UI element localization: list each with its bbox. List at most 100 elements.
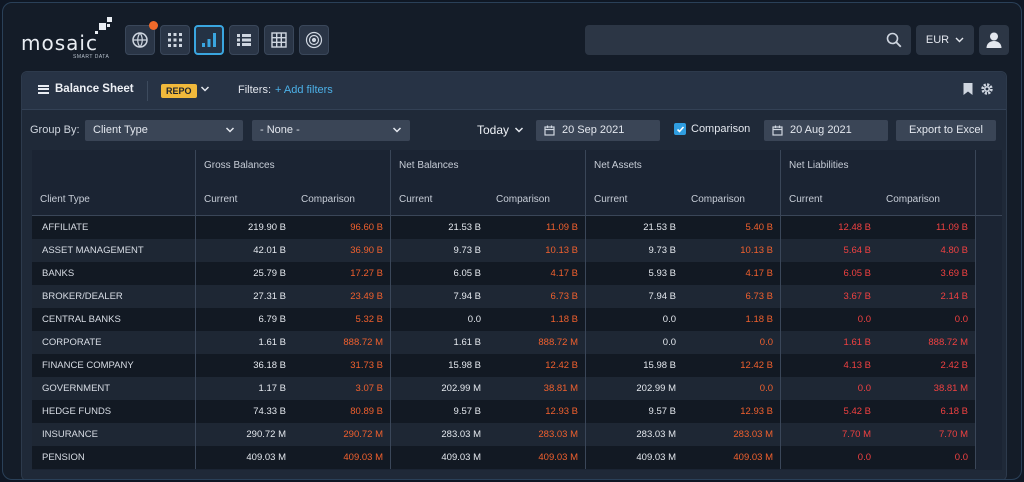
column-header[interactable]: Comparison <box>488 182 586 216</box>
current-value-cell: 9.57 B <box>648 406 676 417</box>
date-picker[interactable]: 20 Sep 2021 <box>536 120 660 141</box>
group-header-row: Gross Balances Net Balances Net Assets N… <box>32 150 1002 182</box>
table-icon <box>271 32 287 48</box>
current-value-cell: 1.61 B <box>453 337 481 348</box>
group-by-select[interactable]: Client Type <box>85 120 243 141</box>
bar-chart-icon <box>202 33 216 47</box>
comparison-value-cell: 36.90 B <box>293 239 391 262</box>
nav-table-button[interactable] <box>264 25 294 55</box>
current-value-cell: 202.99 M <box>441 383 481 394</box>
column-header-row: Client Type Current Comparison Current C… <box>32 182 1002 216</box>
current-value-cell: 7.94 B <box>453 291 481 302</box>
current-value-cell: 4.13 B <box>843 360 871 371</box>
table-row[interactable]: AFFILIATE 219.90 B 96.60 B 21.53 B 11.09 B 21… <box>32 216 976 239</box>
column-header[interactable]: Current <box>594 194 628 205</box>
comparison-value-cell: 38.81 M <box>488 377 586 400</box>
comparison-value-cell: 5.40 B <box>683 216 781 239</box>
column-header[interactable]: Current <box>399 194 433 205</box>
menu-icon[interactable] <box>38 84 49 94</box>
comparison-value-cell: 96.60 B <box>293 216 391 239</box>
table-row[interactable]: INSURANCE 290.72 M 290.72 M 283.03 M 283.03 … <box>32 423 976 446</box>
comparison-date-picker[interactable]: 20 Aug 2021 <box>764 120 888 141</box>
current-value-cell: 409.03 M <box>246 452 286 463</box>
table-row[interactable]: CORPORATE 1.61 B 888.72 M 1.61 B 888.72 M 0.0… <box>32 331 976 354</box>
column-header[interactable]: Comparison <box>683 182 781 216</box>
comparison-value-cell: 888.72 M <box>488 331 586 354</box>
nav-radar-button[interactable] <box>299 25 329 55</box>
list-icon <box>237 34 251 46</box>
current-value-cell: 3.67 B <box>843 291 871 302</box>
client-type-cell: CENTRAL BANKS <box>32 308 196 331</box>
nav-list-button[interactable] <box>229 25 259 55</box>
table-row[interactable]: BANKS 25.79 B 17.27 B 6.05 B 4.17 B 5.93 B 4.1… <box>32 262 976 285</box>
secondary-group-select[interactable]: - None - <box>252 120 410 141</box>
gear-icon[interactable] <box>980 82 994 96</box>
column-header[interactable]: Comparison <box>293 182 391 216</box>
current-value-cell: 0.0 <box>467 314 481 325</box>
column-header[interactable]: Comparison <box>878 182 976 216</box>
search-input[interactable] <box>585 25 911 55</box>
client-type-cell: PENSION <box>32 446 196 469</box>
filters-label: Filters: <box>238 84 271 96</box>
table-row[interactable]: ASSET MANAGEMENT 42.01 B 36.90 B 9.73 B 10.1… <box>32 239 976 262</box>
group-header: Gross Balances <box>196 150 391 182</box>
table-row[interactable]: BROKER/DEALER 27.31 B 23.49 B 7.94 B 6.73 B 7… <box>32 285 976 308</box>
nav-analytics-button[interactable] <box>194 25 224 55</box>
column-header-client-type[interactable]: Client Type <box>32 182 196 216</box>
current-value-cell: 290.72 M <box>246 429 286 440</box>
current-value-cell: 1.17 B <box>258 383 286 394</box>
comparison-value-cell: 31.73 B <box>293 354 391 377</box>
comparison-value-cell: 23.49 B <box>293 285 391 308</box>
comparison-value-cell: 0.0 <box>878 446 976 469</box>
period-select[interactable]: Today <box>477 123 524 137</box>
comparison-checkbox[interactable] <box>674 123 686 135</box>
group-header-blank <box>32 150 196 182</box>
mosaic-logo[interactable]: mosaic SMART DATA <box>21 17 117 60</box>
column-header[interactable]: Current <box>204 194 238 205</box>
current-value-cell: 0.0 <box>857 452 871 463</box>
table-row[interactable]: GOVERNMENT 1.17 B 3.07 B 202.99 M 38.81 M 202… <box>32 377 976 400</box>
comparison-value-cell: 0.0 <box>683 331 781 354</box>
product-badge[interactable]: REPO <box>161 84 197 98</box>
current-value-cell: 12.48 B <box>838 222 871 233</box>
column-header[interactable]: Current <box>789 194 823 205</box>
user-account-button[interactable] <box>979 25 1009 55</box>
comparison-toggle[interactable]: Comparison <box>674 123 750 135</box>
comparison-value-cell: 6.18 B <box>878 400 976 423</box>
current-value-cell: 0.0 <box>857 383 871 394</box>
table-row[interactable]: HEDGE FUNDS 74.33 B 80.89 B 9.57 B 12.93 B 9.… <box>32 400 976 423</box>
comparison-value-cell: 6.73 B <box>683 285 781 308</box>
comparison-value-cell: 3.07 B <box>293 377 391 400</box>
chevron-down-icon <box>515 127 524 133</box>
currency-select[interactable]: EUR <box>916 25 974 55</box>
current-value-cell: 6.05 B <box>453 268 481 279</box>
currency-value: EUR <box>925 34 950 46</box>
current-value-cell: 21.53 B <box>643 222 676 233</box>
chevron-down-icon <box>225 127 235 133</box>
table-row[interactable]: PENSION 409.03 M 409.03 M 409.03 M 409.03 M 4… <box>32 446 976 469</box>
bookmark-icon[interactable] <box>962 82 974 96</box>
group-header: Net Liabilities <box>781 150 976 182</box>
panel-title[interactable]: Balance Sheet <box>38 83 134 95</box>
comparison-value-cell: 12.93 B <box>683 400 781 423</box>
current-value-cell: 0.0 <box>662 337 676 348</box>
chevron-down-icon[interactable] <box>200 84 210 94</box>
apps-grid-icon <box>168 33 182 47</box>
current-value-cell: 36.18 B <box>253 360 286 371</box>
app-header: mosaic SMART DATA EUR <box>3 3 1021 69</box>
table-row[interactable]: FINANCE COMPANY 36.18 B 31.73 B 15.98 B 12.4… <box>32 354 976 377</box>
nav-apps-button[interactable] <box>160 25 190 55</box>
add-filters-link[interactable]: + Add filters <box>275 84 333 96</box>
current-value-cell: 0.0 <box>857 314 871 325</box>
nav-globe-button[interactable] <box>125 21 158 55</box>
current-value-cell: 15.98 B <box>643 360 676 371</box>
table-row[interactable]: CENTRAL BANKS 6.79 B 5.32 B 0.0 1.18 B 0.0 1.1… <box>32 308 976 331</box>
current-value-cell: 202.99 M <box>636 383 676 394</box>
comparison-value-cell: 3.69 B <box>878 262 976 285</box>
client-type-cell: INSURANCE <box>32 423 196 446</box>
comparison-value-cell: 11.09 B <box>488 216 586 239</box>
export-excel-button[interactable]: Export to Excel <box>896 120 996 141</box>
comparison-value-cell: 888.72 M <box>878 331 976 354</box>
comparison-value-cell: 10.13 B <box>488 239 586 262</box>
